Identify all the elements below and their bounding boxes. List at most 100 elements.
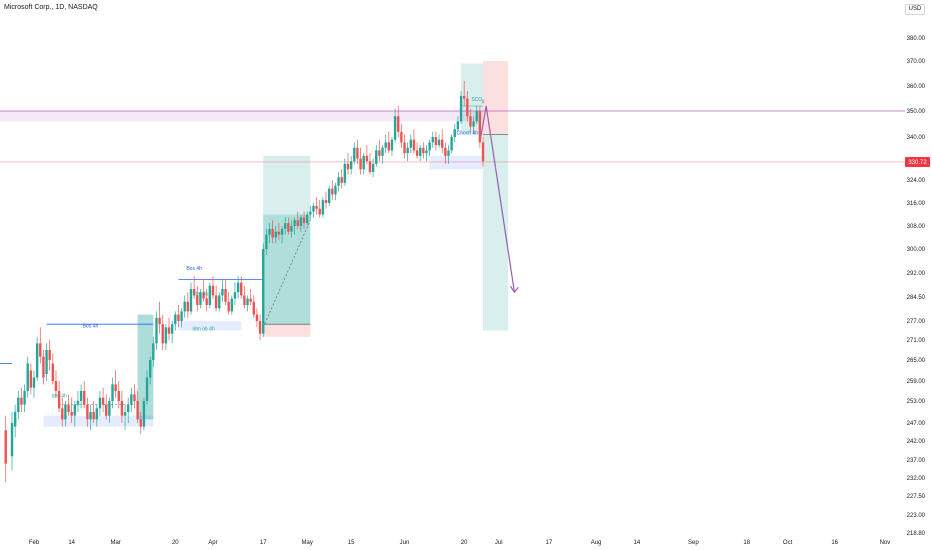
candle-body: [384, 142, 387, 148]
candle-body: [227, 301, 230, 312]
last-price-tag: [905, 156, 930, 167]
candle-body: [447, 150, 450, 156]
candle: [252, 295, 255, 318]
candle: [123, 404, 127, 431]
price-tick-label: 284.50: [907, 295, 926, 301]
candle-body: [409, 139, 412, 148]
candle: [321, 197, 325, 218]
candle: [441, 129, 444, 154]
candle: [221, 279, 224, 302]
date-tick-label: 14: [634, 540, 641, 546]
candle: [337, 171, 340, 192]
candle-body: [170, 324, 174, 334]
candle-body: [17, 397, 20, 412]
candle-body: [233, 292, 237, 299]
candle: [192, 276, 196, 299]
candle-body: [412, 139, 416, 151]
candle-body: [95, 408, 98, 420]
candle-body: [117, 391, 120, 401]
candle: [390, 137, 394, 156]
candle: [42, 350, 45, 385]
candle-body: [378, 150, 381, 156]
candle-body: [444, 147, 447, 156]
date-tick-label: Sep: [688, 540, 699, 546]
candle: [400, 124, 403, 148]
candle: [26, 356, 29, 398]
candle-body: [428, 142, 431, 151]
candle: [353, 142, 356, 164]
candle-body: [230, 298, 234, 312]
candle: [469, 108, 472, 132]
arrow-head: [509, 285, 519, 294]
candle-body: [189, 289, 193, 312]
candle: [218, 292, 221, 312]
candle-body: [324, 200, 328, 203]
candle-body: [20, 397, 23, 405]
candle: [233, 282, 237, 305]
candle-body: [419, 147, 422, 156]
candle: [403, 134, 406, 159]
candle: [280, 226, 284, 244]
candle-body: [51, 363, 55, 381]
candle-body: [478, 111, 482, 143]
candle: [167, 317, 171, 340]
price-tick-label: 380.00: [907, 36, 926, 42]
candle-body: [321, 200, 325, 215]
candle: [23, 384, 26, 412]
candle-body: [32, 377, 36, 388]
candle-body: [45, 350, 48, 374]
annotation-label: SCO: [471, 97, 482, 103]
candle: [431, 131, 434, 148]
annotation-label: Bos 4h: [83, 323, 99, 329]
price-tick-label: 308.00: [907, 224, 926, 230]
date-tick-label: Nov: [880, 540, 891, 546]
candle: [296, 211, 299, 229]
candle: [45, 343, 48, 381]
candle: [164, 324, 168, 350]
candle-body: [127, 404, 130, 412]
candle-body: [387, 142, 391, 151]
candle-body: [262, 249, 265, 334]
candle: [202, 279, 205, 302]
trade-zones: [0, 61, 509, 427]
candle: [346, 153, 350, 175]
candle-body: [64, 404, 67, 420]
price-tick-label: 292.00: [907, 271, 926, 277]
date-tick-label: Feb: [29, 540, 40, 546]
zone-long-1-filled: [137, 314, 154, 420]
candle-body: [296, 220, 299, 226]
price-tick-label: 370.00: [907, 59, 926, 65]
candle: [349, 155, 353, 175]
candle-body: [120, 401, 124, 416]
price-tick-label: 247.00: [907, 421, 926, 427]
candle-body: [466, 98, 469, 117]
candle-body: [10, 423, 14, 457]
candle: [214, 285, 218, 312]
candle: [365, 145, 369, 164]
candle: [236, 276, 240, 299]
candle-body: [346, 163, 350, 170]
candle: [70, 397, 73, 423]
candlesticks: [4, 81, 485, 482]
candle-body: [48, 350, 51, 360]
candle-body: [180, 311, 183, 321]
date-tick-label: Apr: [208, 540, 217, 546]
candle-body: [365, 155, 369, 162]
candle-body: [462, 96, 466, 99]
candle: [101, 387, 105, 412]
candle-body: [403, 142, 406, 154]
structure-lines: [0, 105, 905, 405]
candle: [177, 305, 180, 328]
candle-body: [57, 391, 61, 409]
candle: [309, 205, 312, 221]
candle-body: [393, 116, 397, 140]
candle: [4, 415, 7, 482]
annotation-label: Idm 4h: [193, 291, 209, 297]
candle-body: [218, 295, 221, 309]
candle-body: [42, 356, 45, 378]
zone-long-2-filled: [263, 214, 311, 325]
candle: [120, 391, 124, 423]
currency-button[interactable]: USD: [905, 4, 925, 15]
candle-body: [164, 327, 168, 344]
